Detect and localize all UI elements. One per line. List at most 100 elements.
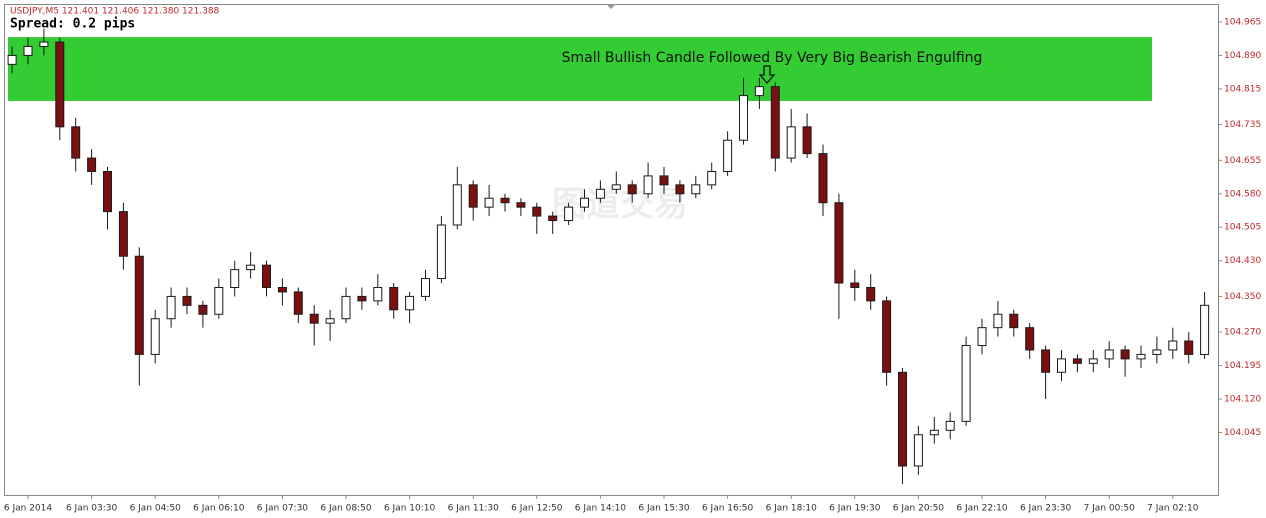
candle-body	[7, 54, 17, 65]
candle-body	[262, 264, 271, 288]
y-tick-label: 104.350	[1224, 292, 1261, 302]
candle-body	[277, 286, 287, 293]
candle-body	[659, 175, 669, 186]
candle-body	[198, 304, 208, 315]
candle-body	[1072, 358, 1082, 364]
candle-body	[786, 126, 796, 159]
x-tick-label: 6 Jan 11:30	[448, 504, 500, 514]
x-tick-label: 6 Jan 12:50	[511, 504, 563, 514]
candle-body	[739, 95, 748, 141]
x-tick-label: 7 Jan 02:10	[1147, 504, 1199, 514]
candle-body	[1152, 349, 1162, 355]
candle-body	[436, 224, 446, 280]
candle-body	[754, 86, 764, 97]
scroll-marker	[606, 4, 616, 9]
y-tick-label: 104.735	[1224, 120, 1261, 130]
x-tick-label: 6 Jan 18:10	[766, 504, 818, 514]
candle-body	[834, 202, 844, 284]
y-tick-label: 104.270	[1224, 328, 1261, 338]
x-tick-label: 6 Jan 10:10	[384, 504, 436, 514]
chart-header: USDJPY,M5 121.401 121.406 121.380 121.38…	[10, 7, 220, 17]
candle-body	[214, 286, 224, 315]
x-tick-label: 6 Jan 19:30	[829, 504, 881, 514]
candle-body	[818, 153, 828, 204]
candle-body	[532, 206, 542, 217]
candle-body	[580, 197, 589, 208]
zone	[8, 37, 1152, 101]
y-tick-label: 104.045	[1224, 428, 1261, 438]
candle-body	[150, 318, 160, 355]
candle-body	[87, 157, 97, 172]
y-tick-label: 104.815	[1224, 84, 1261, 94]
x-tick-label: 7 Jan 00:50	[1084, 504, 1136, 514]
candle-body	[405, 295, 415, 311]
candle-body	[945, 420, 955, 431]
candle-body	[627, 184, 637, 195]
candle-body	[1009, 313, 1019, 329]
candle-body	[595, 188, 605, 199]
x-tick-label: 6 Jan 07:30	[257, 504, 309, 514]
candle-body	[707, 170, 717, 186]
x-tick-label: 6 Jan 22:10	[956, 504, 1008, 514]
candle-body	[850, 282, 860, 288]
candle-body	[882, 300, 892, 373]
x-tick-label: 6 Jan 03:30	[66, 504, 118, 514]
candle-body	[643, 175, 653, 195]
candle-body	[977, 327, 987, 347]
y-tick-label: 104.655	[1224, 156, 1261, 166]
candle-body	[675, 184, 685, 195]
candle-body	[373, 286, 383, 302]
candle-body	[103, 170, 112, 213]
candle-body	[118, 211, 128, 257]
candle-body	[1168, 340, 1178, 351]
candle-body	[134, 255, 144, 355]
candle-body	[309, 313, 319, 324]
candle-body	[325, 318, 335, 324]
candle-body	[611, 184, 621, 190]
candle-body	[500, 197, 510, 204]
annotation-arrow	[758, 65, 776, 84]
candle-body	[1184, 340, 1194, 355]
x-tick-label: 6 Jan 20:50	[893, 504, 945, 514]
candle-body	[484, 197, 494, 208]
candle-body	[55, 41, 65, 128]
candle-body	[929, 429, 939, 436]
spread-label: Spread: 0.2 pips	[10, 17, 135, 32]
candle-body	[1104, 349, 1114, 360]
candle-body	[723, 139, 733, 172]
x-tick-label: 6 Jan 14:10	[575, 504, 627, 514]
candle-body	[548, 215, 558, 222]
candle-body	[802, 126, 812, 155]
x-tick-label: 6 Jan 15:30	[638, 504, 690, 514]
candle-body	[341, 295, 351, 320]
candle-body	[389, 286, 399, 311]
candle-body	[452, 184, 462, 226]
candle-body	[230, 269, 240, 288]
y-tick-label: 104.120	[1224, 395, 1261, 405]
y-tick-label: 104.890	[1224, 51, 1261, 61]
x-tick-label: 6 Jan 06:10	[193, 504, 245, 514]
candle-body	[468, 184, 478, 208]
annotation: Small Bullish Candle Followed By Very Bi…	[562, 50, 983, 66]
x-tick-label: 6 Jan 04:50	[130, 504, 182, 514]
y-tick-label: 104.505	[1224, 223, 1261, 233]
candle-body	[898, 371, 907, 467]
candle-body	[1120, 349, 1130, 360]
candle-body	[913, 434, 923, 467]
candle-body	[1136, 353, 1146, 360]
candle-body	[421, 278, 430, 297]
candle-body	[993, 313, 1003, 329]
candle-body	[166, 295, 176, 320]
candle-body	[246, 264, 256, 271]
candle-body	[1200, 304, 1210, 355]
candle-body	[182, 295, 192, 306]
candle-body	[516, 202, 526, 208]
candle-body	[1041, 349, 1051, 373]
x-tick-label: 6 Jan 16:50	[702, 504, 754, 514]
candle-body	[866, 286, 876, 302]
x-tick-label: 6 Jan 08:50	[320, 504, 372, 514]
y-tick-label: 104.965	[1224, 17, 1261, 27]
candle-body	[39, 41, 49, 48]
candle-body	[71, 126, 81, 159]
